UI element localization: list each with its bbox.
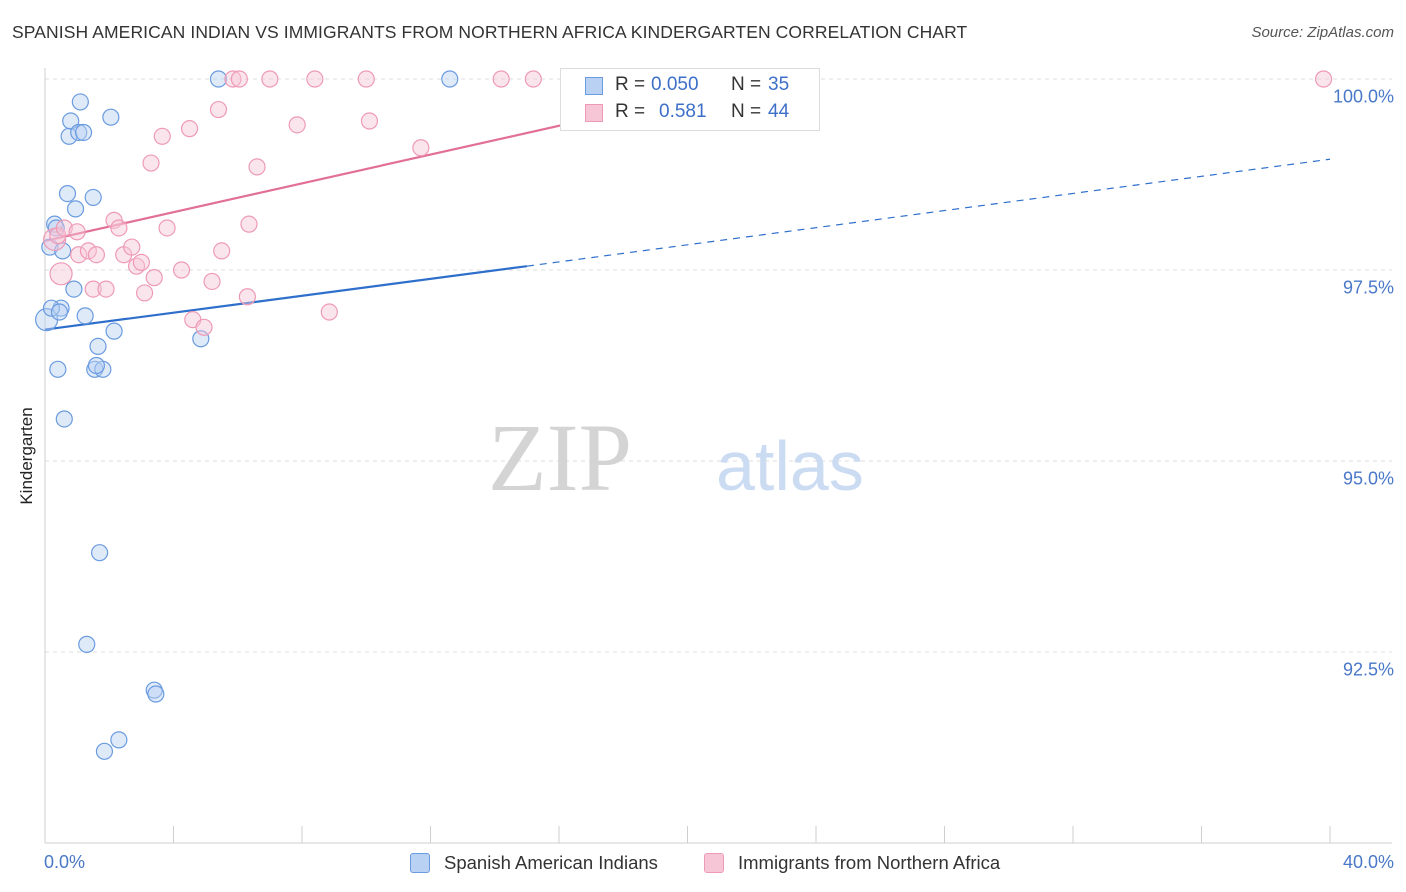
data-point [209,100,228,119]
trend-line-dashed [526,158,1331,267]
legend-item-spanish-american-indians: Spanish American Indians [410,852,658,874]
data-point [224,70,242,88]
data-point [142,154,160,172]
axes [44,68,1392,844]
data-point [360,112,379,130]
data-point [58,185,77,203]
data-point [87,246,106,264]
chart-title: SPANISH AMERICAN INDIAN VS IMMIGRANTS FR… [12,22,968,42]
blue-swatch [585,77,603,95]
data-point [66,200,85,218]
data-point [158,219,176,237]
data-point [70,123,88,142]
data-point [105,322,123,340]
data-point [91,544,109,562]
data-point [68,223,86,241]
data-point [240,215,258,233]
watermark-zip: ZIP [488,404,632,511]
trend-line-solid [44,265,528,331]
n-value: 35 [768,74,790,95]
data-point [248,158,266,176]
data-point [135,284,154,302]
data-point [238,288,256,306]
data-point [213,242,231,260]
data-point [74,123,93,142]
legend-item-immigrants-northern-africa: Immigrants from Northern Africa [704,852,1000,874]
data-point [306,70,324,88]
data-point [261,70,279,88]
data-point [89,337,107,355]
series-legend: Spanish American Indians Immigrants from… [0,852,1406,878]
r-label: R = [615,74,646,95]
r-label: R = [615,101,646,122]
x-tick-min: 0.0% [44,852,86,872]
y-tick-97-5: 97.5% [1342,277,1394,298]
data-point [145,269,163,287]
data-point [203,272,221,291]
pink-swatch [704,853,724,873]
r-value: 0.581 [659,101,707,122]
data-point [172,261,191,279]
y-tick-92-5: 92.5% [1342,659,1394,680]
data-point [412,139,430,157]
data-point [153,127,171,145]
n-value: 44 [768,101,790,122]
data-point [84,280,102,298]
data-point [288,116,306,134]
gridlines [45,78,1392,653]
legend-row-immigrants-northern-africa: R = 0.581 N = 44 [561,101,819,127]
legend-row-spanish-american-indians: R = 0.050 N = 35 [561,74,819,100]
data-point [110,219,128,237]
data-point [132,253,150,271]
data-point [320,303,338,321]
data-point [195,318,213,336]
data-point [79,242,97,260]
data-point [123,238,141,256]
data-point [78,635,96,653]
x-tick-max: 40.0% [1342,852,1394,872]
data-point [492,70,510,88]
n-label: N = [731,74,762,95]
data-point [87,356,106,375]
data-point [95,742,114,760]
data-point [49,262,73,286]
data-point [441,70,459,88]
data-point [55,410,73,428]
data-point [102,108,120,126]
blue-swatch [410,853,430,873]
data-point [209,70,228,88]
legend-label: Spanish American Indians [444,852,658,873]
data-point [1314,70,1333,88]
data-point [180,120,199,138]
data-point [84,188,102,207]
data-point [110,731,128,749]
y-tick-100: 100.0% [1332,86,1394,107]
watermark-atlas: atlas [716,427,864,505]
data-point [97,280,115,298]
source-label: Source: ZipAtlas.com [1251,24,1394,41]
stats-legend: R = 0.050 N = 35 R = 0.581 N = 44 [560,68,820,131]
legend-label: Immigrants from Northern Africa [738,852,1001,873]
pink-swatch [585,104,603,122]
r-value: 0.050 [651,74,699,95]
data-point [76,307,94,325]
data-point [65,280,83,298]
data-point [71,93,89,111]
data-point [357,70,375,88]
data-point [147,685,165,703]
n-label: N = [731,101,762,122]
data-point [49,360,67,378]
data-points [35,70,1333,760]
data-point [230,70,248,88]
data-point [524,70,542,88]
y-tick-95: 95.0% [1342,468,1394,489]
data-point [50,303,69,321]
data-point [55,219,73,237]
data-point [42,299,61,317]
data-point [70,246,88,264]
